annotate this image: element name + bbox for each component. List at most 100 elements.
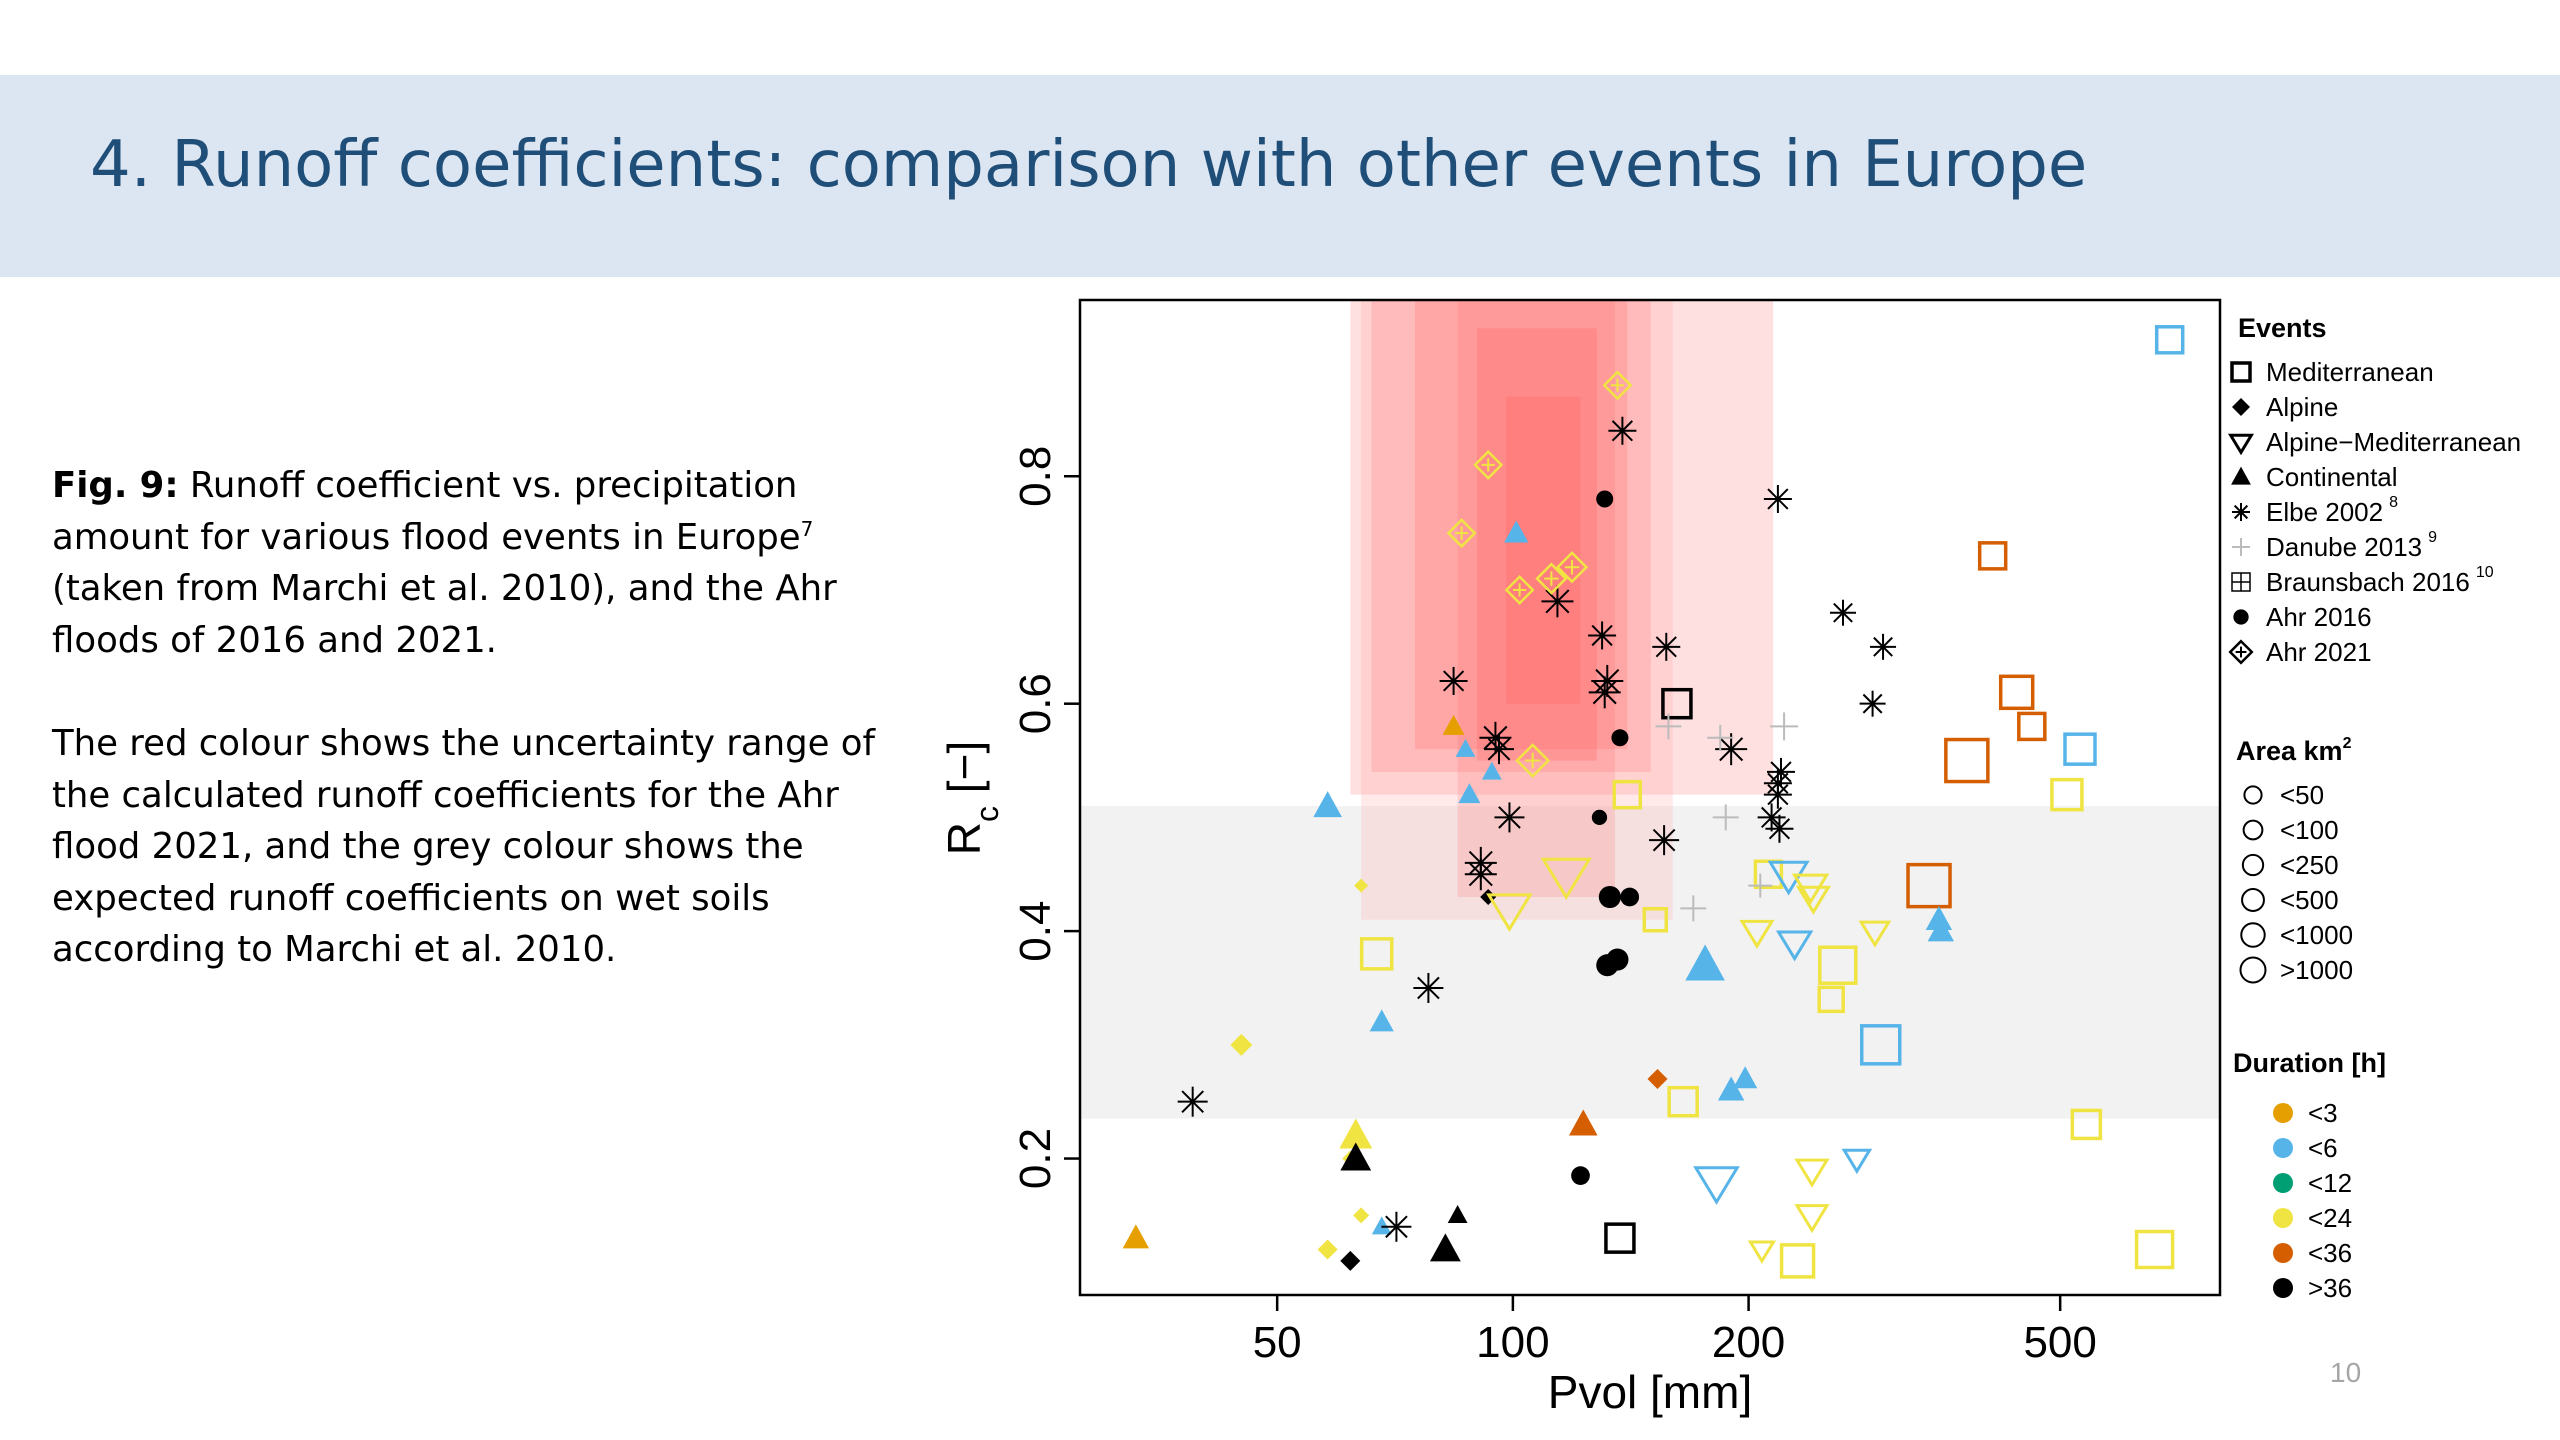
legend-area-symbol xyxy=(2241,888,2265,912)
caption-reference: 7 xyxy=(800,516,814,541)
marker-diamond xyxy=(1353,1207,1370,1224)
legend-duration-label: <3 xyxy=(2308,1098,2338,1128)
marker-asterisk-stroke xyxy=(1417,976,1440,1000)
legend-events-label: Ahr 2016 xyxy=(2266,602,2372,632)
marker-triangle xyxy=(1340,1142,1372,1171)
legend-duration-label: <6 xyxy=(2308,1133,2338,1163)
marker-triangle xyxy=(1568,1109,1598,1136)
data-point xyxy=(1870,633,1897,660)
marker-circle xyxy=(1606,948,1629,971)
data-point xyxy=(1504,520,1529,543)
data-point xyxy=(1927,917,1955,942)
x-tick-label: 100 xyxy=(1476,1318,1549,1367)
marker-triangle xyxy=(1442,714,1465,735)
x-tick-label: 500 xyxy=(2023,1318,2096,1367)
marker-triangle-down xyxy=(1794,1158,1830,1188)
data-point xyxy=(1317,1239,1338,1260)
marker-triangle xyxy=(1925,905,1953,930)
marker-circle xyxy=(1571,1166,1590,1185)
y-axis-label: Rc [−] xyxy=(938,741,1005,855)
series-alpine xyxy=(1230,878,1668,1271)
marker-square xyxy=(1604,1222,1636,1254)
data-point xyxy=(1122,1224,1150,1249)
legend-area-symbol xyxy=(2241,853,2265,877)
marker-asterisk-stroke xyxy=(1768,818,1791,840)
data-point xyxy=(1340,1142,1372,1171)
data-point xyxy=(1359,937,1394,971)
data-point xyxy=(1369,1009,1394,1032)
marker-triangle xyxy=(1481,761,1502,780)
marker-asterisk-stroke xyxy=(1592,680,1617,705)
data-point xyxy=(1473,449,1504,480)
data-point xyxy=(1429,1233,1461,1262)
marker-square xyxy=(1977,541,2008,571)
data-point xyxy=(1504,575,1535,605)
marker-triangle xyxy=(1455,738,1476,757)
marker-triangle xyxy=(1733,1066,1758,1089)
data-point xyxy=(1841,1148,1873,1175)
marker-triangle xyxy=(1685,944,1725,981)
marker-asterisk-stroke xyxy=(2233,504,2249,520)
data-point xyxy=(1766,757,1795,786)
data-point xyxy=(1794,1158,1830,1188)
data-point xyxy=(1606,948,1629,971)
caption-paragraph-2: The red colour shows the uncertainty ran… xyxy=(52,723,875,970)
data-point xyxy=(1354,878,1369,893)
data-point xyxy=(1608,416,1637,445)
marker-triangle-down xyxy=(1540,857,1592,901)
legend-area-label: <250 xyxy=(2280,850,2339,880)
legend-events-label-text: Braunsbach 2016 xyxy=(2266,567,2470,597)
caption-paragraph-1: Fig. 9: Runoff coefficient vs. precipita… xyxy=(52,460,892,666)
data-point xyxy=(1588,621,1617,650)
region-uncertainty-d xyxy=(1457,300,1615,897)
marker-diamond-open xyxy=(1446,518,1477,549)
marker-triangle xyxy=(1504,520,1529,543)
marker-asterisk-stroke xyxy=(1760,806,1783,829)
legend-area-symbol xyxy=(2239,956,2267,984)
legend-duration: Duration [h] <3 <6 <12 <24 <36 >36 xyxy=(2233,1048,2386,1303)
data-point xyxy=(1353,1207,1370,1224)
marker-square xyxy=(1944,737,1990,784)
marker-triangle-down xyxy=(1794,1204,1830,1234)
legend-events-label-text: Elbe 2002 xyxy=(2266,497,2383,527)
data-point xyxy=(1481,761,1502,780)
legend-events-label: Elbe 2002 8 xyxy=(2266,494,2398,527)
data-point xyxy=(2134,1229,2175,1270)
legend-events-label: Continental xyxy=(2266,462,2398,492)
data-point xyxy=(2017,711,2047,742)
legend-duration-symbol xyxy=(2273,1208,2293,1228)
marker-diamond xyxy=(1354,878,1369,893)
legend-duration-symbol xyxy=(2273,1278,2293,1298)
region-uncertainty-c xyxy=(1415,300,1628,750)
region-uncertainty-e xyxy=(1477,328,1597,761)
y-tick-label: 0.6 xyxy=(1011,673,1060,734)
caption-text-2: (taken from Marchi et al. 2010), and the… xyxy=(52,568,837,661)
data-point xyxy=(2154,325,2185,355)
series-alpine-mediterranean xyxy=(1486,857,1892,1264)
legend-area-symbol xyxy=(2242,819,2264,841)
data-point xyxy=(1439,666,1468,695)
marker-square xyxy=(1359,937,1394,971)
marker-square xyxy=(1779,1243,1816,1279)
marker-square xyxy=(1642,906,1669,933)
legend-area-symbol xyxy=(2240,922,2266,948)
marker-diamond xyxy=(1647,1068,1668,1089)
data-point xyxy=(1859,690,1886,717)
legend-area-title-text: Area km xyxy=(2236,736,2343,766)
series-elbe-2002 xyxy=(1177,416,1897,1242)
series-continental xyxy=(1122,520,1955,1262)
marker-asterisk-stroke xyxy=(1545,589,1570,614)
y-axis-label-unit: [−] xyxy=(938,741,990,806)
marker-triangle-down xyxy=(1747,1240,1777,1264)
marker-square xyxy=(1667,1085,1699,1118)
data-point xyxy=(1739,919,1775,949)
marker-diamond-open xyxy=(1602,370,1633,401)
data-point xyxy=(1661,687,1693,720)
marker-asterisk-stroke xyxy=(1181,1090,1204,1113)
title-band xyxy=(0,75,2560,277)
data-point xyxy=(1707,724,1734,751)
data-point xyxy=(2063,732,2097,766)
marker-triangle xyxy=(1122,1224,1150,1249)
slide-title: 4. Runoff coefficients: comparison with … xyxy=(90,128,2088,202)
